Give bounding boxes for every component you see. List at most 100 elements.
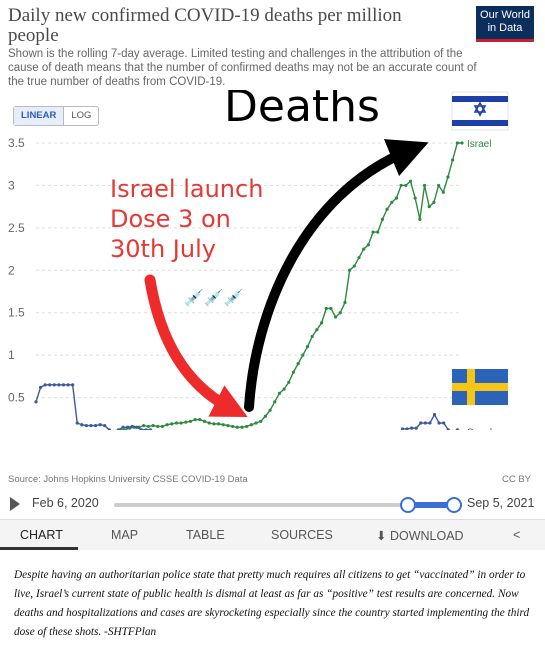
series-line-sweden[interactable]	[35, 384, 462, 430]
data-point	[446, 428, 450, 430]
data-point	[98, 423, 102, 427]
timeline-start-label: Feb 6, 2020	[32, 496, 99, 510]
data-point	[366, 243, 370, 247]
data-point	[324, 306, 328, 311]
data-point	[52, 383, 56, 387]
data-point	[305, 345, 310, 349]
line-chart: 00.511.522.533.5 Jun 21, 2021Jul 14, 202…	[8, 90, 509, 430]
download-label: DOWNLOAD	[389, 529, 464, 543]
deaths-annotation: Deaths	[224, 90, 380, 132]
data-point	[432, 200, 436, 204]
data-point	[404, 183, 408, 188]
data-point	[202, 419, 207, 423]
data-point	[414, 426, 418, 430]
data-point	[405, 427, 409, 430]
license-label[interactable]: CC BY	[501, 474, 531, 485]
data-point	[89, 423, 93, 428]
timeline-start-handle[interactable]	[400, 497, 416, 513]
data-point	[156, 424, 160, 429]
israel-flag-icon	[451, 91, 509, 131]
logo-line-1: Our World	[480, 9, 530, 21]
data-point	[390, 200, 394, 204]
data-point	[287, 380, 291, 384]
data-point	[107, 428, 111, 430]
data-point	[455, 141, 459, 145]
y-tick-label: 0.5	[8, 391, 25, 405]
series-label: Israel	[467, 139, 491, 150]
owid-logo[interactable]: Our World in Data	[476, 6, 534, 42]
data-point	[408, 179, 413, 183]
data-point	[296, 362, 300, 366]
data-point	[142, 423, 146, 428]
data-point	[165, 423, 169, 427]
data-point	[268, 408, 272, 412]
tab-sources[interactable]: SOURCES	[271, 528, 333, 542]
data-point	[174, 421, 179, 425]
data-point	[66, 383, 70, 387]
data-point	[399, 183, 403, 188]
tab-bar: CHART MAP TABLE SOURCES ⬇ DOWNLOAD <	[0, 519, 545, 550]
tab-chart[interactable]: CHART	[20, 528, 63, 542]
chart-title: Daily new confirmed COVID-19 deaths per …	[8, 5, 402, 46]
data-point	[170, 422, 174, 426]
data-point	[442, 421, 446, 425]
timeline-end-label: Sep 5, 2021	[467, 496, 535, 510]
data-point	[400, 427, 405, 430]
data-point	[43, 383, 47, 387]
data-point	[160, 424, 164, 429]
data-point	[116, 428, 121, 430]
data-point	[385, 207, 389, 211]
data-point	[352, 264, 356, 268]
tab-table[interactable]: TABLE	[186, 528, 225, 542]
data-point	[263, 414, 267, 418]
data-point	[71, 383, 75, 387]
logo-line-2: in Data	[487, 22, 523, 34]
data-point	[418, 217, 422, 221]
data-point	[427, 205, 431, 209]
data-point	[460, 141, 464, 145]
data-point	[198, 418, 202, 422]
data-point	[334, 315, 338, 319]
data-point	[259, 419, 263, 423]
launch-line-3: 30th July	[110, 235, 216, 263]
data-point	[93, 423, 98, 428]
data-point	[216, 422, 221, 426]
sweden-flag-icon	[452, 369, 508, 405]
source-note[interactable]: Source: Johns Hopkins University CSSE CO…	[8, 474, 248, 485]
data-point	[455, 428, 460, 430]
y-tick-label: 2	[8, 263, 15, 277]
data-point	[84, 423, 88, 428]
data-point	[277, 391, 282, 395]
data-point	[423, 421, 427, 425]
timeline-track[interactable]	[114, 503, 414, 507]
timeline-end-handle[interactable]	[446, 497, 462, 513]
syringe-icons: 💉💉💉	[184, 288, 244, 307]
share-icon[interactable]: <	[513, 528, 521, 542]
tab-download[interactable]: ⬇ DOWNLOAD	[376, 528, 464, 543]
data-point	[362, 247, 366, 251]
data-point	[61, 383, 66, 387]
data-point	[380, 217, 385, 221]
series-label: Sweden	[467, 428, 503, 430]
data-point	[184, 420, 188, 424]
data-point	[376, 230, 380, 234]
data-point	[422, 183, 427, 188]
data-point	[446, 175, 450, 179]
tab-map[interactable]: MAP	[111, 528, 139, 542]
linear-scale-button[interactable]: LINEAR	[14, 107, 65, 125]
y-tick-label: 1.5	[8, 306, 25, 320]
data-point	[226, 423, 230, 428]
play-icon[interactable]	[10, 497, 20, 511]
data-point	[103, 423, 107, 428]
data-point	[428, 421, 432, 425]
timeline-selected-range[interactable]	[406, 502, 454, 508]
data-point	[291, 370, 296, 374]
data-point	[310, 334, 314, 339]
data-point	[413, 196, 417, 200]
log-scale-button[interactable]: LOG	[71, 110, 92, 121]
data-point	[315, 328, 319, 332]
data-point	[436, 183, 441, 188]
scale-toggle[interactable]: LINEAR LOG	[13, 106, 100, 126]
data-point	[188, 419, 193, 423]
data-point	[146, 424, 150, 429]
